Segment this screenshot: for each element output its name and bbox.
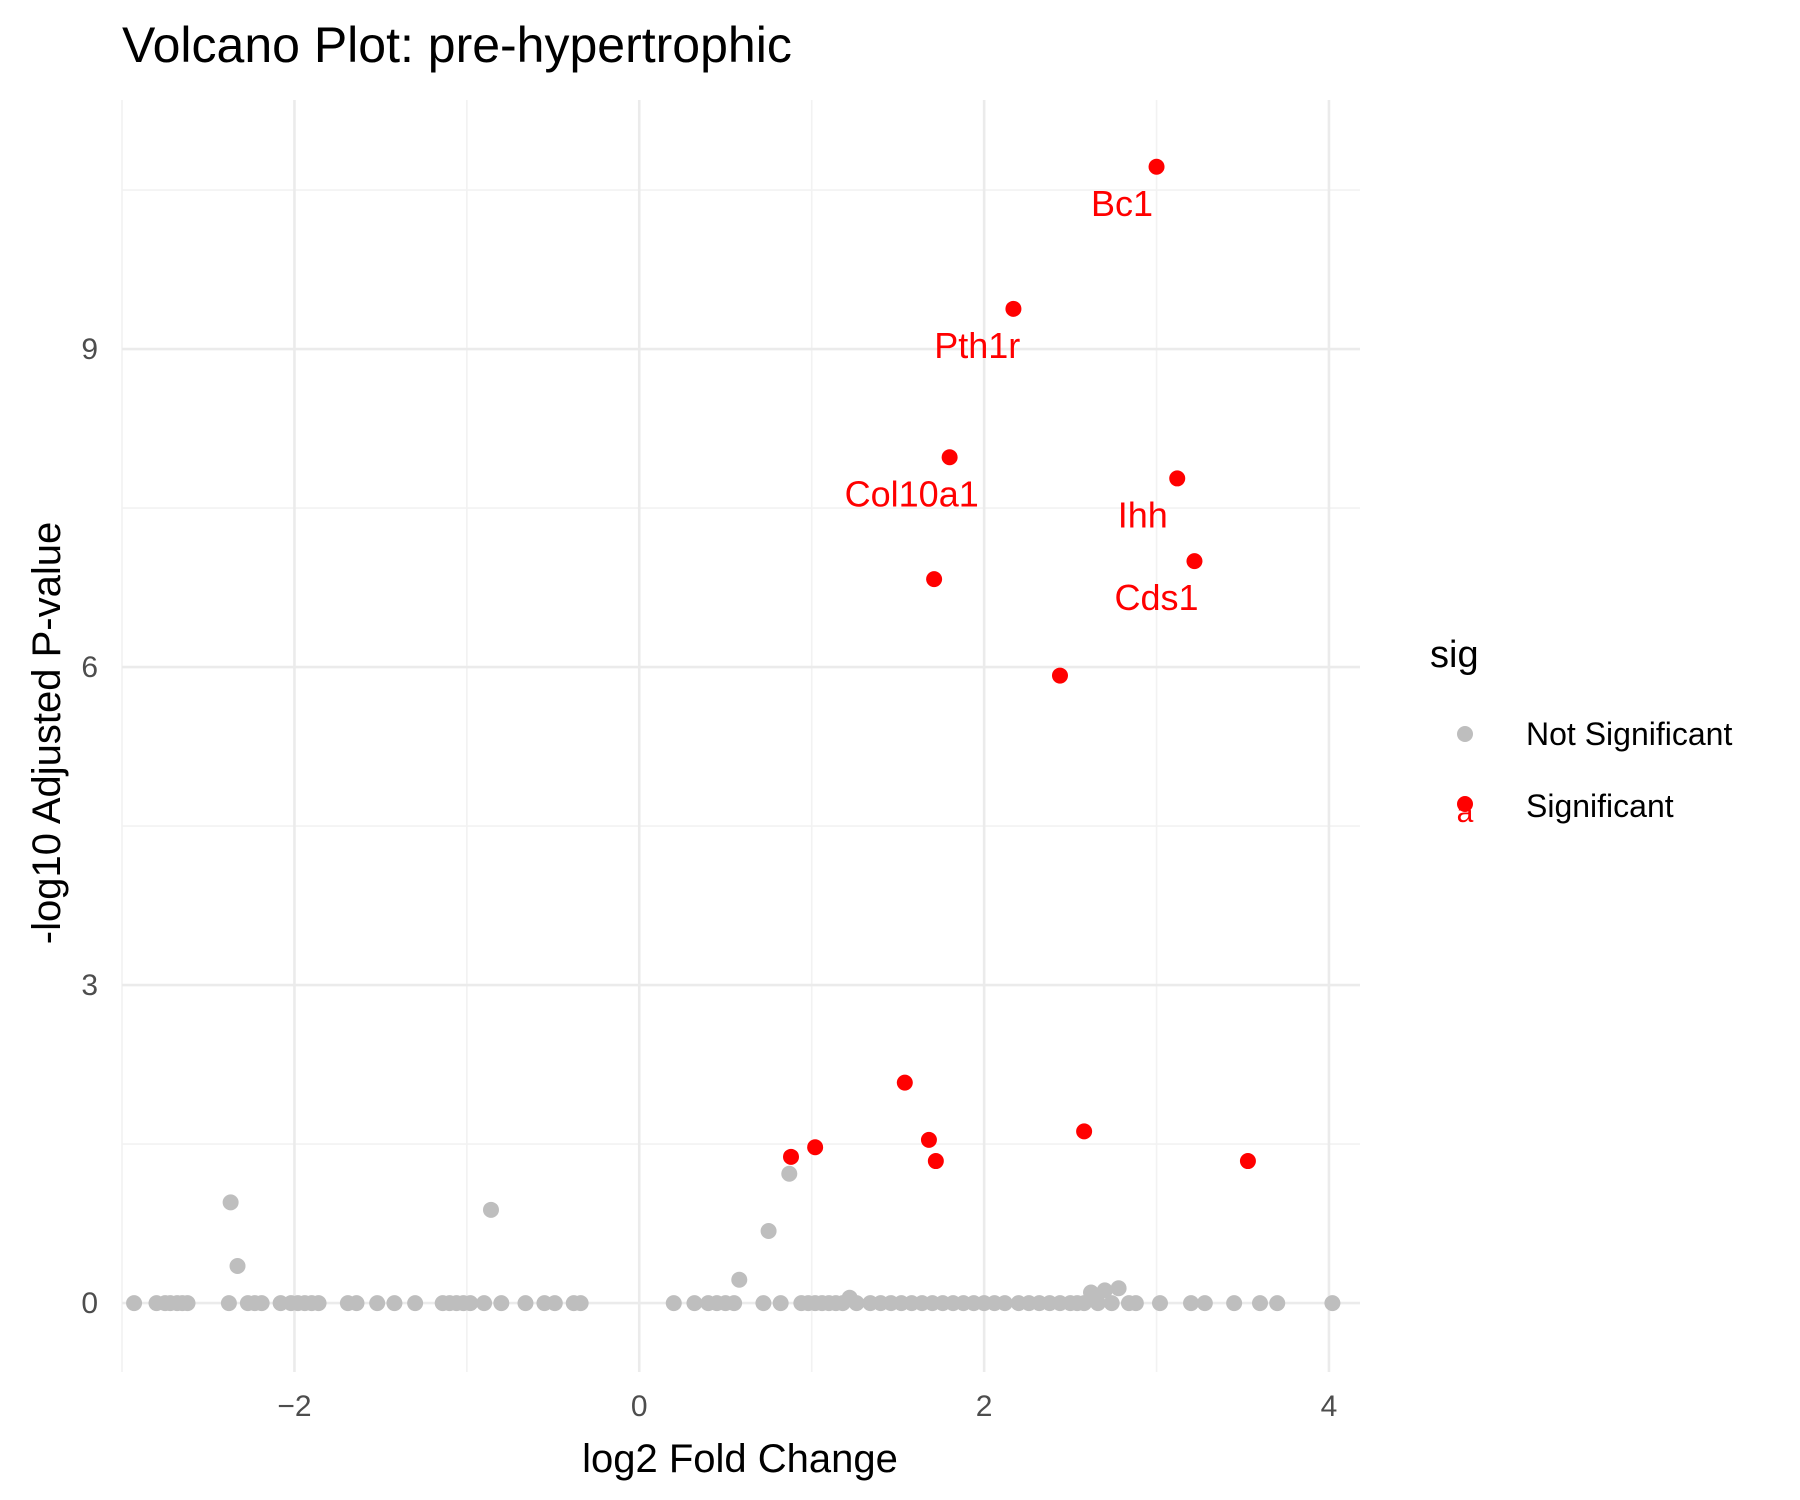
data-point (493, 1295, 510, 1312)
legend-key-glyph: a (1457, 796, 1474, 829)
data-point (781, 1165, 798, 1182)
gene-label: Pth1r (934, 325, 1020, 366)
data-point (1110, 1280, 1127, 1297)
data-point (726, 1295, 743, 1312)
data-point (1169, 470, 1186, 487)
data-point (755, 1295, 772, 1312)
data-point (229, 1258, 246, 1274)
data-point (1183, 1295, 1200, 1312)
data-point (407, 1295, 424, 1312)
data-point (665, 1295, 682, 1312)
gene-label: Ihh (1118, 495, 1168, 536)
legend: sig Not Significant a Significant (1430, 634, 1732, 829)
y-tick-label: 0 (81, 1287, 98, 1320)
y-axis-ticks: 0 3 6 9 (81, 333, 98, 1320)
data-point (222, 1194, 239, 1211)
data-point (348, 1295, 365, 1312)
data-point (731, 1271, 748, 1288)
data-point (1324, 1295, 1341, 1312)
data-point (1269, 1295, 1286, 1312)
data-point (1127, 1295, 1144, 1312)
data-point (369, 1295, 386, 1312)
gene-label: Cds1 (1115, 577, 1199, 618)
data-point (179, 1295, 196, 1312)
data-point (1151, 1295, 1168, 1312)
data-point (220, 1295, 237, 1312)
y-tick-label: 3 (81, 969, 98, 1002)
gene-labels: Bc1 Pth1r Col10a1 Ihh Cds1 (845, 183, 1199, 618)
data-point (310, 1295, 327, 1312)
data-point (1103, 1295, 1120, 1312)
x-tick-label: 0 (631, 1390, 648, 1423)
chart-title: Volcano Plot: pre-hypertrophic (122, 17, 792, 73)
data-point (926, 571, 943, 588)
data-point (462, 1295, 479, 1312)
data-point (848, 1295, 865, 1312)
data-point (386, 1295, 403, 1312)
x-axis-ticks: −2 0 2 4 (277, 1390, 1337, 1423)
gene-label: Col10a1 (845, 473, 979, 514)
legend-label-significant: Significant (1526, 788, 1674, 824)
data-point (1089, 1295, 1106, 1312)
data-point (1051, 667, 1068, 684)
data-point (126, 1295, 143, 1312)
y-axis-title: -log10 Adjusted P-value (25, 522, 69, 945)
y-tick-label: 9 (81, 333, 98, 366)
grid-major (122, 100, 1360, 1372)
data-point (1076, 1123, 1093, 1140)
data-point (996, 1295, 1013, 1312)
data-point (517, 1295, 534, 1312)
data-point (783, 1148, 800, 1165)
series-not-significant (126, 1165, 1341, 1312)
data-point (941, 449, 958, 466)
data-point (1239, 1153, 1256, 1170)
legend-title: sig (1430, 634, 1479, 676)
y-tick-label: 6 (81, 651, 98, 684)
legend-key-significant (1457, 796, 1473, 812)
data-point (572, 1295, 589, 1312)
legend-label-not-significant: Not Significant (1526, 716, 1732, 752)
data-point (920, 1131, 937, 1148)
data-point (686, 1295, 703, 1312)
data-point (760, 1223, 777, 1240)
data-point (476, 1295, 493, 1312)
data-point (546, 1295, 563, 1312)
legend-key-not-significant (1457, 726, 1473, 742)
data-point (1005, 300, 1022, 317)
data-point (807, 1139, 824, 1156)
data-point (1148, 158, 1165, 175)
data-point (772, 1295, 789, 1312)
data-point (1251, 1295, 1268, 1312)
gene-label: Bc1 (1091, 183, 1153, 224)
data-point (1186, 553, 1203, 570)
data-point (896, 1074, 913, 1091)
x-tick-label: 4 (1321, 1390, 1338, 1423)
series-significant (783, 158, 1256, 1170)
data-point (253, 1295, 270, 1312)
data-point (482, 1201, 499, 1218)
data-point (1226, 1295, 1243, 1312)
x-tick-label: 2 (976, 1390, 993, 1423)
grid-minor (121, 100, 1360, 1372)
data-point (927, 1153, 944, 1170)
x-tick-label: −2 (277, 1390, 311, 1423)
data-point (1096, 1282, 1113, 1299)
data-point (1196, 1295, 1213, 1312)
x-axis-title: log2 Fold Change (582, 1437, 898, 1481)
